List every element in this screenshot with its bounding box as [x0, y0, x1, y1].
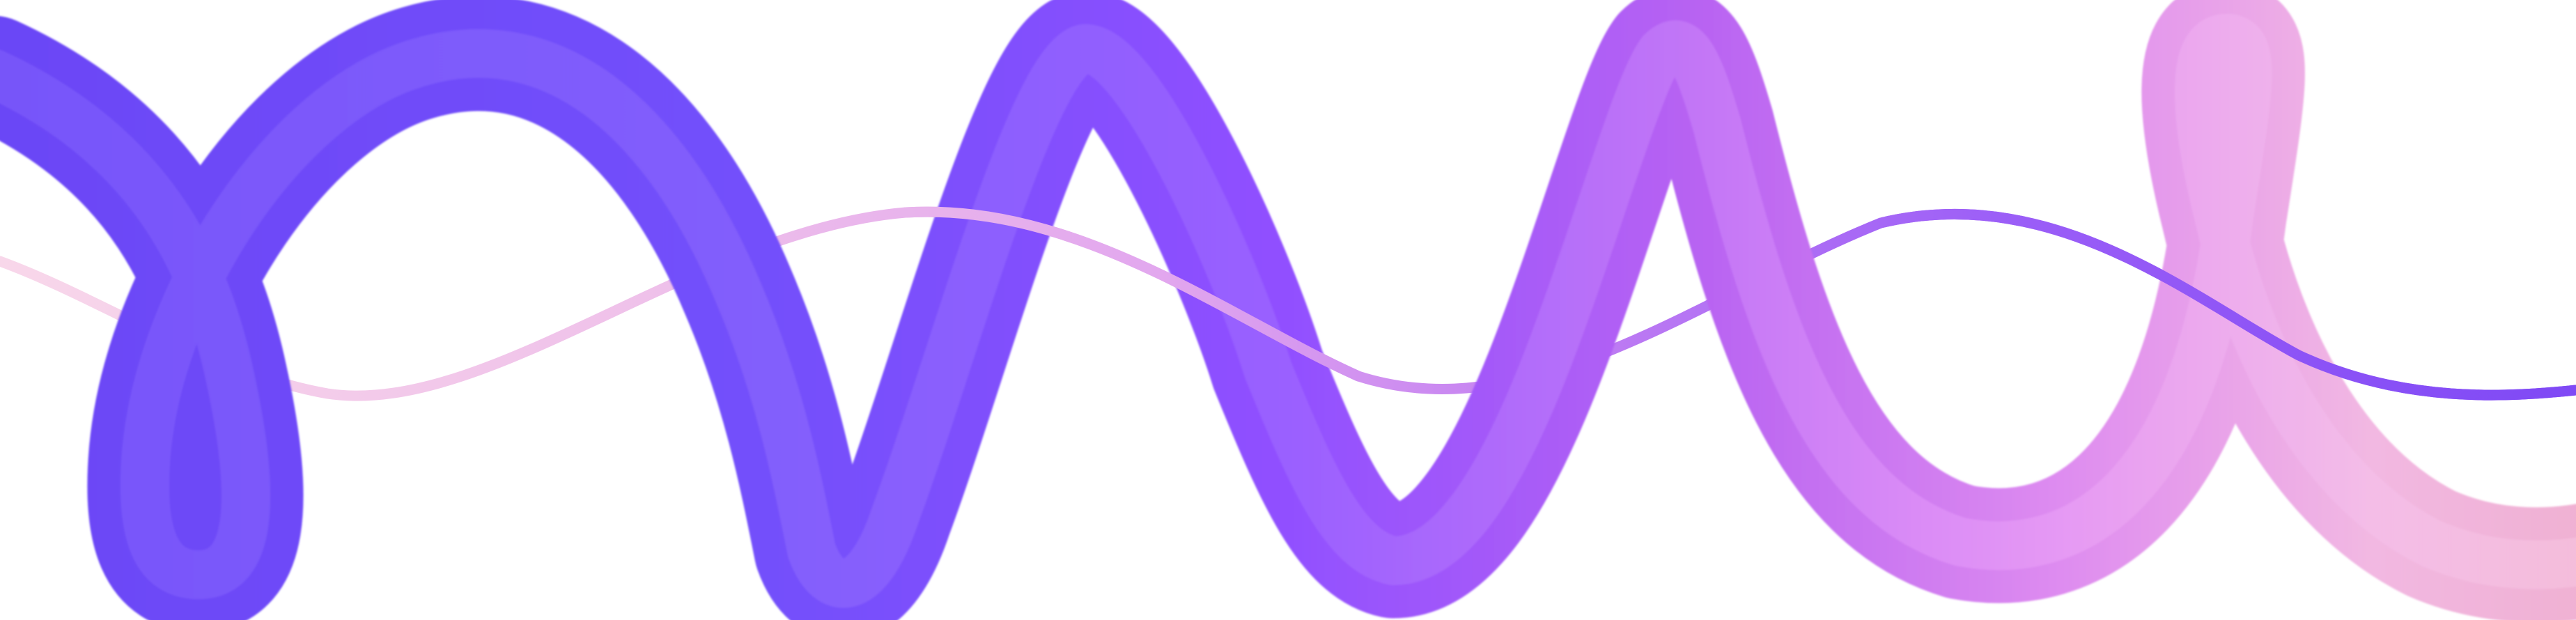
thin-ribbon-line-front-right — [1875, 208, 2576, 401]
thin-ribbon-line-front — [900, 206, 1364, 382]
